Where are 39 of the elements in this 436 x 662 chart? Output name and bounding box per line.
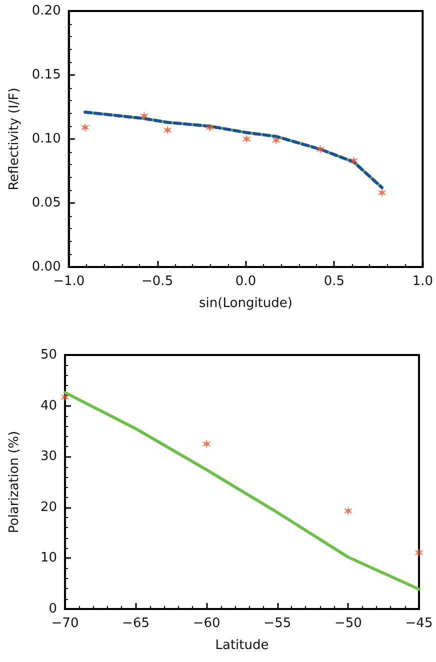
x-tick-label: −70 <box>51 616 79 631</box>
point <box>202 439 212 448</box>
x-tick-label: −50 <box>334 616 362 631</box>
x-axis-title: Latitude <box>215 638 269 653</box>
point <box>242 134 252 144</box>
x-tick-label: −55 <box>264 616 292 631</box>
y-tick-label: 0.20 <box>32 4 61 18</box>
point <box>316 144 325 154</box>
x-tick-label: −0.5 <box>142 274 174 289</box>
y-tick-label: 10 <box>40 550 57 566</box>
point <box>272 136 281 145</box>
point <box>344 506 353 516</box>
y-tick-label: 40 <box>40 398 57 414</box>
x-tick-label: 1.0 <box>412 274 434 289</box>
y-tick-label: 0.10 <box>32 132 61 146</box>
y-tick-label: 0.05 <box>32 196 61 210</box>
y-axis-title: Polarization (%) <box>7 430 22 534</box>
x-tick-label: 0.0 <box>235 274 256 289</box>
y-tick-label: 0 <box>48 602 57 616</box>
y-axis-title: Reflectivity (I/F) <box>7 88 22 190</box>
point <box>205 122 214 132</box>
x-tick-label: 0.5 <box>324 274 345 289</box>
y-tick-label: 30 <box>40 449 57 464</box>
point <box>414 548 424 558</box>
y-tick-label: 0.15 <box>32 68 61 82</box>
x-tick-label: −65 <box>122 616 150 631</box>
point <box>163 126 172 135</box>
y-tick-label: 0.00 <box>32 260 61 274</box>
x-tick-label: −60 <box>192 616 220 631</box>
point <box>377 188 386 198</box>
x-tick-label: −1.0 <box>53 274 85 289</box>
point <box>140 111 149 120</box>
x-axis-title: sin(Longitude) <box>199 296 292 311</box>
y-tick-label: 20 <box>40 500 57 515</box>
point <box>80 122 90 132</box>
x-tick-label: −45 <box>405 616 433 631</box>
point <box>60 392 70 402</box>
point <box>349 156 358 166</box>
y-tick-label: 50 <box>40 348 57 362</box>
